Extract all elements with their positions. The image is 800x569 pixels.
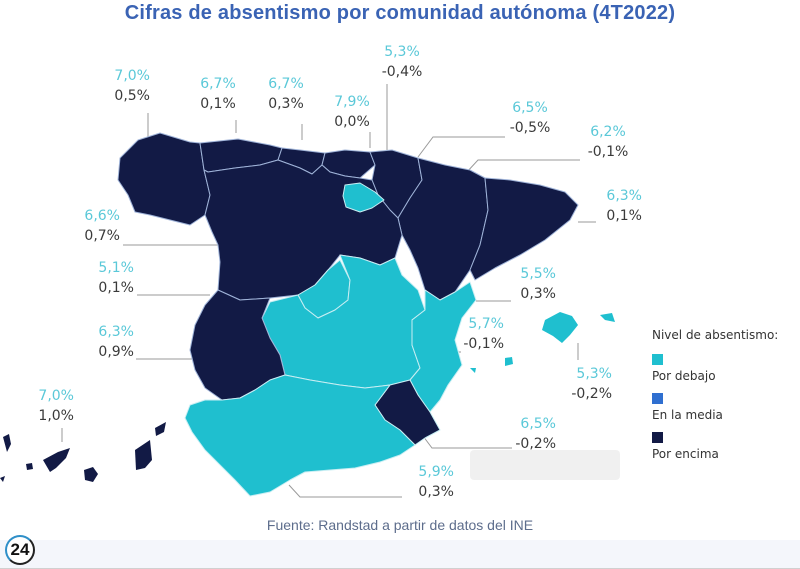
rate-castilla-leon: 6,6% — [84, 208, 120, 224]
rate-la-rioja: 5,3% — [384, 44, 420, 60]
change-galicia: 0,5% — [114, 88, 150, 104]
legend-label-above: Por encima — [652, 447, 719, 461]
footer-band — [0, 540, 800, 569]
label-pais-vasco: 7,9% 0,0% — [330, 92, 374, 132]
change-murcia: -0,2% — [515, 436, 556, 452]
island-fuerteventura — [135, 440, 152, 470]
change-canarias: 1,0% — [38, 408, 74, 424]
rate-aragon: 6,2% — [590, 124, 626, 140]
rate-valencia: 5,5% — [520, 266, 556, 282]
legend-item-average: En la media — [652, 393, 778, 422]
legend-label-below: Por debajo — [652, 369, 716, 383]
island-tenerife — [43, 448, 70, 472]
rate-pais-vasco: 7,9% — [334, 94, 370, 110]
legend-item-below: Por debajo — [652, 354, 778, 383]
region-cataluna — [469, 177, 579, 281]
region-baleares-formentera — [470, 368, 476, 373]
change-castilla-la-mancha: -0,1% — [463, 336, 504, 352]
watermark — [470, 450, 620, 480]
chart-title: Cifras de absentismo por comunidad autón… — [124, 2, 676, 24]
island-la-gomera — [26, 463, 33, 470]
source-note: Fuente: Randstad a partir de datos del I… — [266, 517, 534, 533]
change-cantabria: 0,3% — [268, 96, 304, 112]
rate-extremadura: 6,3% — [98, 324, 134, 340]
change-cataluna: 0,1% — [606, 208, 642, 224]
region-canarias — [0, 422, 166, 482]
island-lanzarote — [155, 422, 166, 436]
rate-cantabria: 6,7% — [268, 76, 304, 92]
label-madrid: 5,1% 0,1% — [88, 258, 134, 298]
region-baleares-menorca — [600, 313, 615, 322]
island-gran-canaria — [84, 467, 98, 482]
change-asturias: 0,1% — [200, 96, 236, 112]
legend-swatch-average — [652, 393, 663, 404]
island-el-hierro — [0, 476, 5, 482]
label-extremadura: 6,3% 0,9% — [88, 322, 134, 362]
label-la-rioja: 5,3% -0,4% — [378, 42, 426, 82]
legend-title: Nivel de absentismo: — [652, 328, 779, 342]
leader-aragon — [465, 159, 580, 174]
rate-castilla-la-mancha: 5,7% — [468, 316, 504, 332]
change-valencia: 0,3% — [520, 286, 556, 302]
rate-cataluna: 6,3% — [606, 188, 642, 204]
label-galicia: 7,0% 0,5% — [90, 66, 150, 106]
island-la-palma — [3, 434, 11, 452]
rate-murcia: 6,5% — [520, 416, 556, 432]
region-valencia — [409, 281, 477, 413]
region-baleares-mallorca — [542, 312, 578, 343]
change-baleares: -0,2% — [571, 386, 612, 402]
change-extremadura: 0,9% — [98, 344, 134, 360]
label-aragon: 6,2% -0,1% — [584, 122, 632, 162]
rate-asturias: 6,7% — [200, 76, 236, 92]
label-castilla-leon: 6,6% 0,7% — [74, 206, 120, 246]
rate-navarra: 6,5% — [512, 100, 548, 116]
change-la-rioja: -0,4% — [381, 64, 423, 80]
label-castilla-la-mancha: 5,7% -0,1% — [460, 314, 504, 354]
change-madrid: 0,1% — [98, 280, 134, 296]
label-andalucia: 5,9% 0,3% — [408, 462, 454, 502]
change-andalucia: 0,3% — [418, 484, 454, 500]
rate-baleares: 5,3% — [576, 366, 612, 382]
legend-item-above: Por encima — [652, 432, 778, 461]
leader-navarra — [417, 136, 505, 158]
rate-galicia: 7,0% — [114, 68, 150, 84]
legend-swatch-above — [652, 432, 663, 443]
rate-madrid: 5,1% — [98, 260, 134, 276]
region-la-rioja — [342, 182, 385, 213]
site-logo[interactable]: 24 — [5, 535, 35, 565]
label-valencia: 5,5% 0,3% — [512, 264, 556, 304]
label-asturias: 6,7% 0,1% — [196, 74, 240, 114]
region-baleares-ibiza — [505, 357, 513, 366]
label-canarias: 7,0% 1,0% — [30, 386, 74, 426]
label-baleares: 5,3% -0,2% — [566, 364, 612, 404]
region-andalucia — [184, 374, 416, 497]
rate-canarias: 7,0% — [38, 388, 74, 404]
legend: Nivel de absentismo: Por debajo En la me… — [652, 328, 778, 471]
label-cantabria: 6,7% 0,3% — [264, 74, 308, 114]
leader-andalucia — [288, 484, 402, 498]
label-murcia: 6,5% -0,2% — [510, 414, 556, 454]
rate-andalucia: 5,9% — [418, 464, 454, 480]
legend-swatch-below — [652, 354, 663, 365]
change-aragon: -0,1% — [587, 144, 629, 160]
legend-label-average: En la media — [652, 408, 723, 422]
label-cataluna: 6,3% 0,1% — [596, 186, 642, 226]
region-galicia — [117, 132, 211, 226]
leader-murcia — [419, 431, 512, 449]
change-pais-vasco: 0,0% — [334, 114, 370, 130]
label-navarra: 6,5% -0,5% — [506, 98, 554, 138]
change-navarra: -0,5% — [509, 120, 551, 136]
change-castilla-leon: 0,7% — [84, 228, 120, 244]
